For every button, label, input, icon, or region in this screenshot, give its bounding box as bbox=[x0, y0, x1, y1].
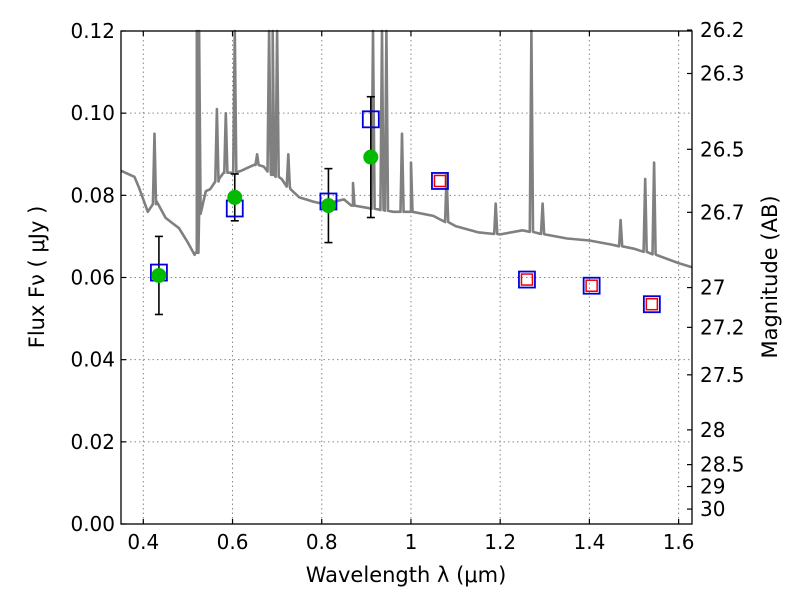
x-tick-label: 0.4 bbox=[127, 530, 159, 554]
magnitude-tick-label: 27 bbox=[700, 276, 725, 300]
magnitude-tick-label: 26.5 bbox=[700, 137, 745, 161]
model-point bbox=[582, 276, 601, 295]
magnitude-tick-label: 28.5 bbox=[700, 453, 745, 477]
predicted-point bbox=[520, 273, 534, 286]
magnitude-tick-label: 30 bbox=[700, 497, 725, 521]
x-tick-label: 1.2 bbox=[484, 530, 516, 554]
predicted-point bbox=[645, 297, 659, 311]
observed-points bbox=[151, 149, 379, 283]
x-tick-label: 1.4 bbox=[573, 530, 605, 554]
model-point bbox=[431, 172, 449, 190]
magnitude-tick-label: 26.2 bbox=[700, 18, 745, 42]
magnitude-tick-label: 28 bbox=[700, 418, 725, 442]
model-point bbox=[361, 110, 380, 129]
predicted-point bbox=[433, 174, 447, 188]
x-axis-label: Wavelength λ (μm) bbox=[306, 563, 507, 587]
magnitude-tick-label: 26.7 bbox=[700, 200, 745, 224]
magnitude-tick-label: 27.2 bbox=[700, 315, 745, 339]
predicted-markers bbox=[433, 174, 659, 311]
x-tick-labels: 0.4 0.6 0.8 1 1.2 1.4 1.6 bbox=[127, 530, 694, 554]
y-tick-labels: 0.00 0.02 0.04 0.06 0.08 0.10 0.12 bbox=[70, 19, 115, 536]
model-point bbox=[518, 270, 536, 289]
axis-ticks bbox=[121, 29, 692, 525]
observed-point bbox=[363, 149, 379, 165]
y-tick-label: 0.10 bbox=[70, 101, 115, 125]
observed-point bbox=[151, 267, 167, 283]
magnitude-tick-label: 29 bbox=[700, 475, 725, 499]
x-tick-label: 0.8 bbox=[306, 530, 338, 554]
model-markers bbox=[150, 110, 661, 314]
spectrum-series bbox=[120, 29, 693, 269]
y-tick-label: 0.04 bbox=[70, 348, 115, 372]
magnitude-tick-label: 26.3 bbox=[700, 62, 745, 86]
y-tick-label: 0.02 bbox=[70, 430, 115, 454]
y-tick-label: 0.12 bbox=[70, 19, 115, 43]
magnitude-axis-label: Magnitude (AB) bbox=[758, 195, 782, 358]
y-tick-label: 0.06 bbox=[70, 266, 115, 290]
spectrum-line bbox=[120, 29, 693, 269]
x-tick-label: 0.6 bbox=[217, 530, 249, 554]
predicted-point bbox=[585, 279, 598, 292]
x-tick-label: 1.6 bbox=[663, 530, 695, 554]
y-axis-label: Flux Fν ( μJy ) bbox=[25, 206, 49, 349]
y-tick-label: 0.08 bbox=[70, 183, 115, 207]
magnitude-tick-label: 27.5 bbox=[700, 363, 745, 387]
observed-point bbox=[320, 198, 336, 214]
observed-point bbox=[227, 189, 243, 205]
y-tick-label: 0.00 bbox=[70, 512, 115, 536]
model-point bbox=[642, 295, 661, 314]
x-tick-label: 1 bbox=[405, 530, 418, 554]
